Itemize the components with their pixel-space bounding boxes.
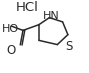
Text: HN: HN <box>43 11 60 21</box>
Text: S: S <box>65 39 72 52</box>
Text: HO: HO <box>2 24 19 34</box>
Text: O: O <box>6 44 16 57</box>
Text: HCl: HCl <box>16 1 39 14</box>
